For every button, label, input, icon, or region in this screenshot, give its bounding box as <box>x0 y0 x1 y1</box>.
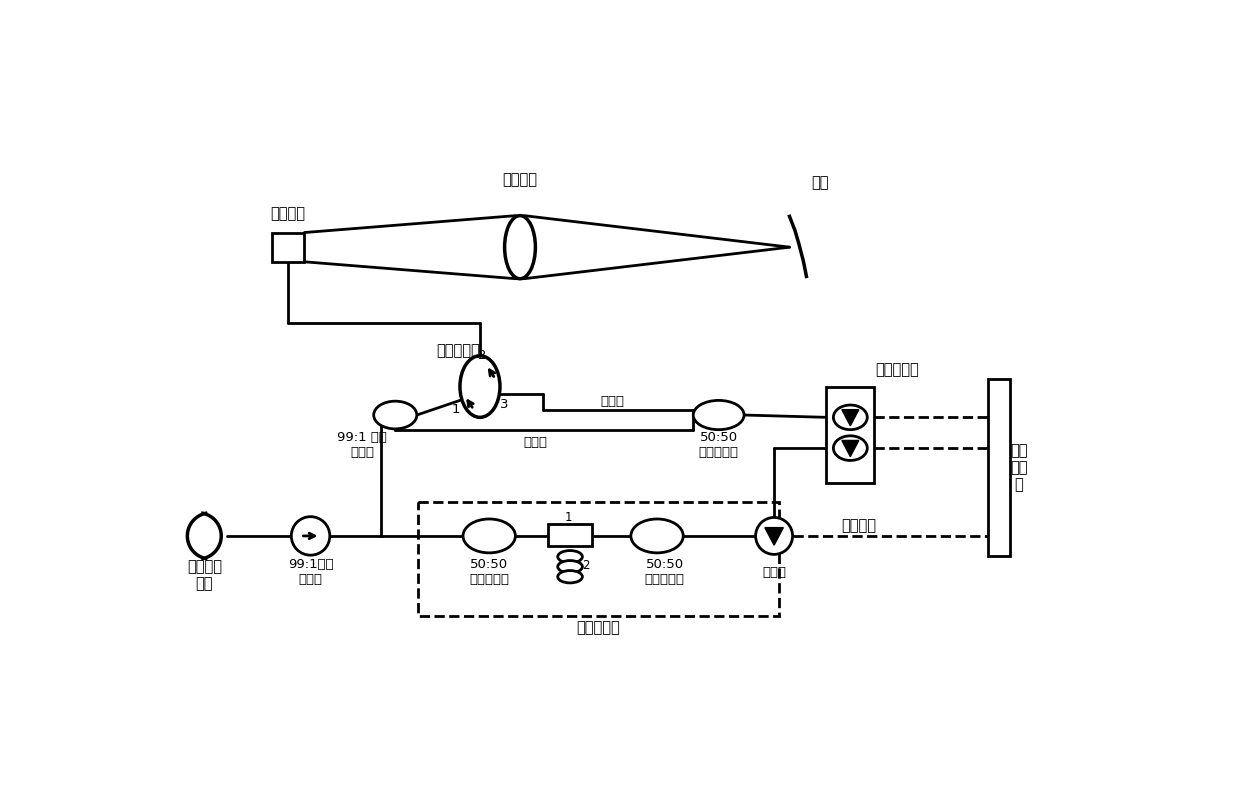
Ellipse shape <box>755 518 792 555</box>
Ellipse shape <box>833 406 867 430</box>
Ellipse shape <box>373 402 417 430</box>
Bar <box>548 524 591 546</box>
Polygon shape <box>765 528 784 545</box>
Text: 2: 2 <box>582 558 589 571</box>
Text: 50:50
光纤耦合器: 50:50 光纤耦合器 <box>645 557 684 585</box>
Polygon shape <box>842 410 859 426</box>
Bar <box>418 503 779 616</box>
Ellipse shape <box>693 401 744 430</box>
Ellipse shape <box>463 520 516 553</box>
Ellipse shape <box>558 560 583 573</box>
Ellipse shape <box>460 357 500 418</box>
Text: 99:1光纤
耦合器: 99:1光纤 耦合器 <box>288 557 334 585</box>
Text: 1: 1 <box>564 511 572 524</box>
Bar <box>988 379 1009 556</box>
Text: 光纤端面: 光纤端面 <box>270 206 305 221</box>
Text: 测量路: 测量路 <box>600 394 625 407</box>
Ellipse shape <box>558 551 583 563</box>
Text: 3: 3 <box>501 397 508 410</box>
Ellipse shape <box>505 216 536 279</box>
Text: 时钟信号: 时钟信号 <box>841 518 877 533</box>
Text: 聚焦系统: 聚焦系统 <box>502 172 537 187</box>
Ellipse shape <box>833 436 867 461</box>
Text: 参考路: 参考路 <box>523 435 547 448</box>
Text: 1: 1 <box>451 402 460 415</box>
Ellipse shape <box>631 520 683 553</box>
Text: 数据
采集
卡: 数据 采集 卡 <box>1011 442 1028 492</box>
Text: 99:1 光纤
耦合器: 99:1 光纤 耦合器 <box>337 430 387 458</box>
Text: 平衡探测器: 平衡探测器 <box>875 362 919 377</box>
Ellipse shape <box>291 517 330 556</box>
Ellipse shape <box>558 571 583 583</box>
Bar <box>272 233 304 263</box>
Text: 探测器: 探测器 <box>763 565 786 578</box>
Text: 50:50
光纤耦合器: 50:50 光纤耦合器 <box>698 430 739 458</box>
Text: 2: 2 <box>479 349 486 361</box>
Text: 目标: 目标 <box>811 175 830 190</box>
Text: 辅助干涉仪: 辅助干涉仪 <box>577 619 620 634</box>
Text: 50:50
光纤耦合器: 50:50 光纤耦合器 <box>469 557 510 585</box>
Text: 可调谐激
光器: 可调谐激 光器 <box>187 559 222 591</box>
Bar <box>826 387 874 483</box>
Text: 光纤环形器: 光纤环形器 <box>436 343 480 357</box>
Polygon shape <box>842 441 859 457</box>
